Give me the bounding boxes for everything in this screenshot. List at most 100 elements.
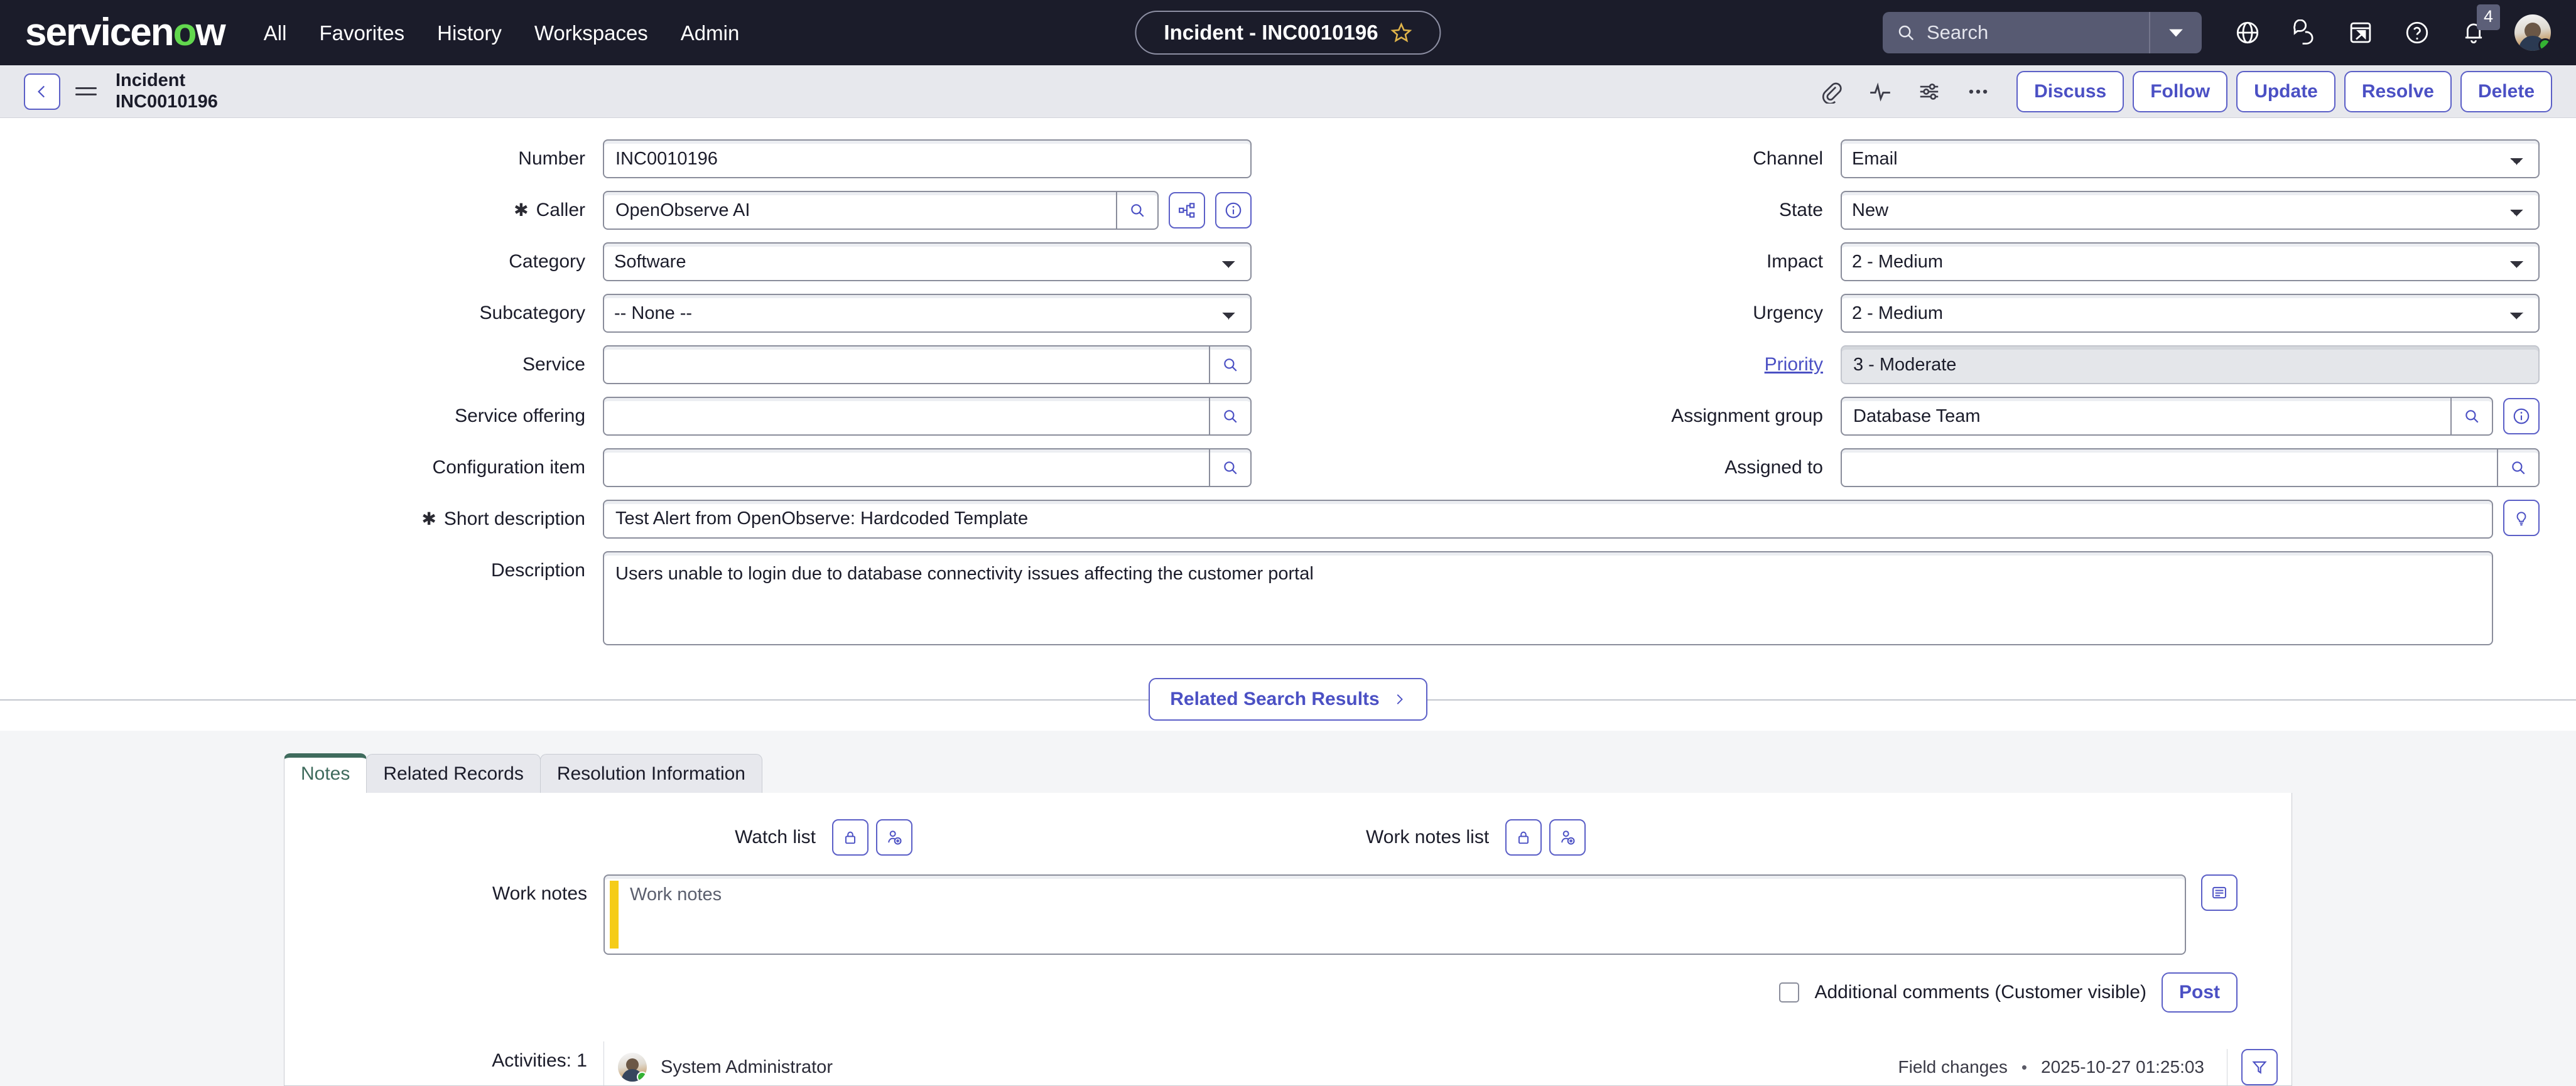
field-state: State New xyxy=(1288,191,2576,230)
globe-icon[interactable] xyxy=(2234,19,2261,46)
field-label-short-description: ✱ Short description xyxy=(0,500,603,530)
short-description-input[interactable]: Test Alert from OpenObserve: Hardcoded T… xyxy=(603,500,2493,539)
nav-link-workspaces[interactable]: Workspaces xyxy=(534,21,648,45)
hamburger-menu-icon[interactable] xyxy=(75,87,97,95)
current-record-pill[interactable]: Incident - INC0010196 xyxy=(1135,11,1441,55)
work-notes-list-add-person-button[interactable] xyxy=(1549,819,1586,856)
assignment-group-input[interactable]: Database Team xyxy=(1841,397,2493,436)
assignment-group-lookup-button[interactable] xyxy=(2450,398,2492,434)
avatar[interactable] xyxy=(618,1053,647,1082)
nav-link-all[interactable]: All xyxy=(263,21,287,45)
subcategory-select[interactable]: -- None -- xyxy=(603,294,1252,333)
assignment-group-info-button[interactable] xyxy=(2503,398,2540,434)
field-label-state: State xyxy=(1288,191,1841,221)
service-offering-lookup-button[interactable] xyxy=(1209,398,1250,434)
search-placeholder: Search xyxy=(1927,21,1989,43)
conversations-icon[interactable] xyxy=(2291,19,2317,46)
update-button[interactable]: Update xyxy=(2236,70,2335,112)
personalize-form-icon[interactable] xyxy=(1917,80,1941,104)
search-scope-dropdown[interactable] xyxy=(2149,12,2202,53)
configuration-item-input[interactable] xyxy=(603,448,1252,487)
bell-icon[interactable] xyxy=(2460,19,2487,46)
assigned-to-lookup-button[interactable] xyxy=(2497,449,2538,486)
work-notes-list-buttons xyxy=(1505,819,1586,856)
tab-related-records[interactable]: Related Records xyxy=(366,754,541,793)
attachment-icon[interactable] xyxy=(1819,80,1843,104)
label-text: Caller xyxy=(536,200,585,220)
activity-pulse-icon[interactable] xyxy=(1868,80,1892,104)
label-text: Description xyxy=(490,560,585,581)
priority-label-link[interactable]: Priority xyxy=(1764,354,1823,375)
delete-button[interactable]: Delete xyxy=(2460,70,2552,112)
short-description-value: Test Alert from OpenObserve: Hardcoded T… xyxy=(615,508,1029,529)
related-search-results-divider: Related Search Results xyxy=(0,668,2576,731)
search-input[interactable]: Search xyxy=(1883,12,2149,53)
activities-row: Activities: 1 System Administrator Field… xyxy=(284,1041,2292,1085)
service-input[interactable] xyxy=(603,345,1252,384)
caller-lookup-button[interactable] xyxy=(1116,192,1157,228)
category-select[interactable]: Software xyxy=(603,242,1252,281)
service-lookup-button[interactable] xyxy=(1209,347,1250,383)
work-notes-list-group: Work notes list xyxy=(1366,819,1586,856)
tab-resolution-information[interactable]: Resolution Information xyxy=(539,754,762,793)
back-button[interactable] xyxy=(24,73,60,110)
number-input[interactable]: INC0010196 xyxy=(603,139,1252,178)
more-options-icon[interactable] xyxy=(1966,80,1990,104)
work-notes-list-lock-button[interactable] xyxy=(1505,819,1542,856)
label-text: Service xyxy=(522,354,585,375)
nav-link-admin[interactable]: Admin xyxy=(680,21,740,45)
watch-list-group: Watch list xyxy=(284,819,912,856)
nav-link-history[interactable]: History xyxy=(437,21,502,45)
nav-link-favorites[interactable]: Favorites xyxy=(319,21,405,45)
activity-filter-button[interactable] xyxy=(2241,1049,2278,1085)
search-icon xyxy=(2465,410,2479,423)
caller-org-chart-button[interactable] xyxy=(1169,192,1205,228)
work-notes-color-bar xyxy=(610,881,619,949)
impact-select[interactable]: 2 - Medium xyxy=(1841,242,2540,281)
servicenow-logo[interactable]: servicen o w xyxy=(25,11,226,54)
short-description-suggestion-button[interactable] xyxy=(2503,500,2540,536)
lock-icon xyxy=(845,831,856,844)
post-button[interactable]: Post xyxy=(2161,972,2238,1013)
avatar[interactable] xyxy=(2514,14,2551,51)
resolve-button[interactable]: Resolve xyxy=(2344,70,2452,112)
watch-list-add-person-button[interactable] xyxy=(876,819,912,856)
logo-text-post: w xyxy=(195,11,226,54)
follow-button[interactable]: Follow xyxy=(2133,70,2228,112)
sidebar-panel-icon[interactable] xyxy=(2347,19,2374,46)
field-control: OpenObserve AI xyxy=(603,191,1252,230)
star-outline-icon[interactable] xyxy=(1390,22,1412,43)
work-notes-journal-button[interactable] xyxy=(2201,874,2238,911)
notifications-bell[interactable]: 4 xyxy=(2460,4,2501,46)
channel-select[interactable]: Email xyxy=(1841,139,2540,178)
assigned-to-input[interactable] xyxy=(1841,448,2540,487)
field-category: Category Software xyxy=(0,242,1288,281)
activity-kind: Field changes xyxy=(1898,1057,2008,1077)
watch-list-label: Watch list xyxy=(735,827,816,847)
tab-resolution-information-label: Resolution Information xyxy=(556,763,745,784)
urgency-select[interactable]: 2 - Medium xyxy=(1841,294,2540,333)
logo-text-pre: servicen xyxy=(25,11,175,54)
description-textarea[interactable]: Users unable to login due to database co… xyxy=(603,551,2493,645)
tab-notes[interactable]: Notes xyxy=(284,753,367,793)
activities-count-label: Activities: 1 xyxy=(492,1050,587,1071)
label-text: Category xyxy=(509,251,585,272)
discuss-button[interactable]: Discuss xyxy=(2016,70,2124,112)
watch-list-buttons xyxy=(832,819,912,856)
chevron-left-icon xyxy=(38,85,45,97)
field-control xyxy=(603,345,1252,384)
search-icon xyxy=(1131,204,1144,217)
watch-list-lock-button[interactable] xyxy=(832,819,869,856)
additional-comments-checkbox[interactable] xyxy=(1779,982,1800,1003)
state-select[interactable]: New xyxy=(1841,191,2540,230)
caller-info-button[interactable] xyxy=(1215,192,1252,228)
caller-input[interactable]: OpenObserve AI xyxy=(603,191,1159,230)
global-search[interactable]: Search xyxy=(1883,12,2202,53)
configuration-item-lookup-button[interactable] xyxy=(1209,449,1250,486)
service-offering-input[interactable] xyxy=(603,397,1252,436)
help-icon[interactable] xyxy=(2404,19,2430,46)
form-left-column: Number INC0010196 ✱ Caller OpenObserve A… xyxy=(0,139,1288,500)
add-person-icon xyxy=(888,831,902,845)
work-notes-textarea[interactable]: Work notes xyxy=(603,874,2186,955)
related-search-results-button[interactable]: Related Search Results xyxy=(1149,678,1427,721)
